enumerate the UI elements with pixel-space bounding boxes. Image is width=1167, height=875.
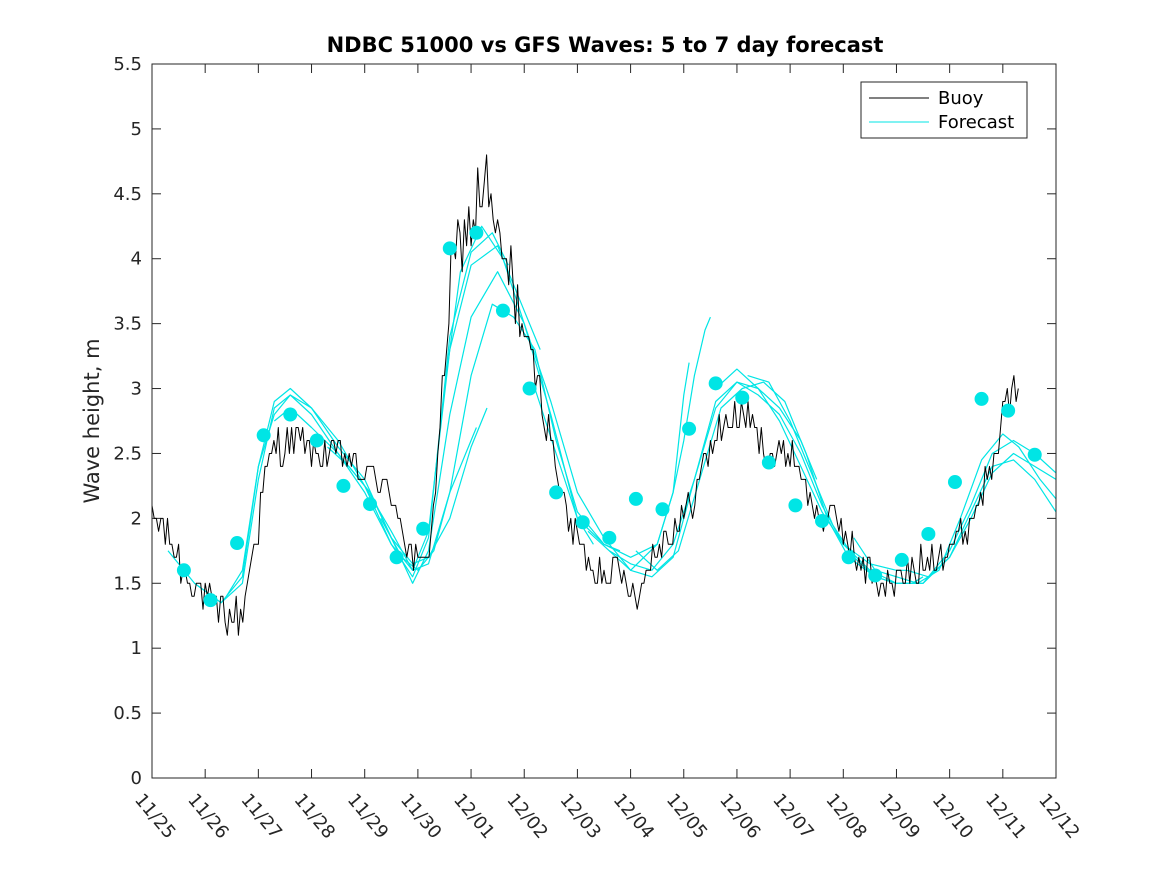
- forecast-marker: [761, 455, 776, 470]
- forecast-marker: [735, 390, 750, 405]
- forecast-markers-group: [176, 225, 1042, 608]
- forecast-marker: [469, 225, 484, 240]
- forecast-marker: [309, 433, 324, 448]
- y-axis-label: Wave height, m: [80, 338, 104, 503]
- forecast-marker: [841, 550, 856, 565]
- plot-area: [152, 64, 1056, 778]
- forecast-marker: [522, 381, 537, 396]
- y-tick-label: 1: [131, 638, 142, 659]
- legend-box: [860, 81, 1028, 139]
- forecast-line: [608, 381, 908, 578]
- y-tick-label: 5.5: [113, 54, 142, 75]
- forecast-marker: [815, 513, 830, 528]
- y-tick-label: 3.5: [113, 314, 142, 335]
- forecast-marker: [974, 391, 989, 406]
- forecast-marker: [389, 550, 404, 565]
- forecast-line: [747, 375, 1057, 584]
- forecast-marker: [363, 497, 378, 512]
- legend-forecast-label: Forecast: [938, 112, 1014, 133]
- forecast-marker: [682, 421, 697, 436]
- y-tick-label: 2: [131, 508, 142, 529]
- y-tick-label: 0: [131, 768, 142, 789]
- y-tick-label: 4: [131, 249, 142, 270]
- forecast-marker: [575, 515, 590, 530]
- forecast-marker: [203, 593, 218, 608]
- y-tick-label: 4.5: [113, 184, 142, 205]
- forecast-marker: [894, 552, 909, 567]
- forecast-line: [587, 381, 818, 571]
- forecast-line: [194, 245, 541, 604]
- forecast-marker: [549, 485, 564, 500]
- y-tick-label: 5: [131, 119, 142, 140]
- forecast-marker: [336, 478, 351, 493]
- legend: Buoy Forecast: [860, 81, 1028, 139]
- forecast-marker: [1027, 447, 1042, 462]
- forecast-marker: [708, 376, 723, 391]
- legend-buoy-label: Buoy: [938, 88, 984, 109]
- y-axis-ticks: 0 0.5 1 1.5 2 2.5 3 3.5 4 4.5 5 5.5: [113, 54, 1056, 789]
- chart-title: NDBC 51000 vs GFS Waves: 5 to 7 day fore…: [327, 33, 884, 57]
- forecast-marker: [868, 568, 883, 583]
- forecast-marker: [628, 491, 643, 506]
- y-tick-label: 1.5: [113, 573, 142, 594]
- forecast-marker: [602, 530, 617, 545]
- forecast-marker: [256, 428, 271, 443]
- forecast-marker: [1001, 403, 1016, 418]
- forecast-line: [534, 362, 690, 558]
- forecast-marker: [416, 521, 431, 536]
- forecast-line: [906, 459, 1057, 578]
- forecast-marker: [921, 526, 936, 541]
- forecast-marker: [947, 475, 962, 490]
- forecast-marker: [283, 407, 298, 422]
- y-tick-label: 0.5: [113, 703, 142, 724]
- plot-frame: [151, 63, 1057, 779]
- forecast-marker: [176, 563, 191, 578]
- forecast-marker: [442, 241, 457, 256]
- forecast-marker: [655, 502, 670, 517]
- forecast-marker: [495, 303, 510, 318]
- forecast-marker: [788, 498, 803, 513]
- forecast-marker: [230, 536, 245, 551]
- y-tick-label: 3: [131, 379, 142, 400]
- y-tick-label: 2.5: [113, 443, 142, 464]
